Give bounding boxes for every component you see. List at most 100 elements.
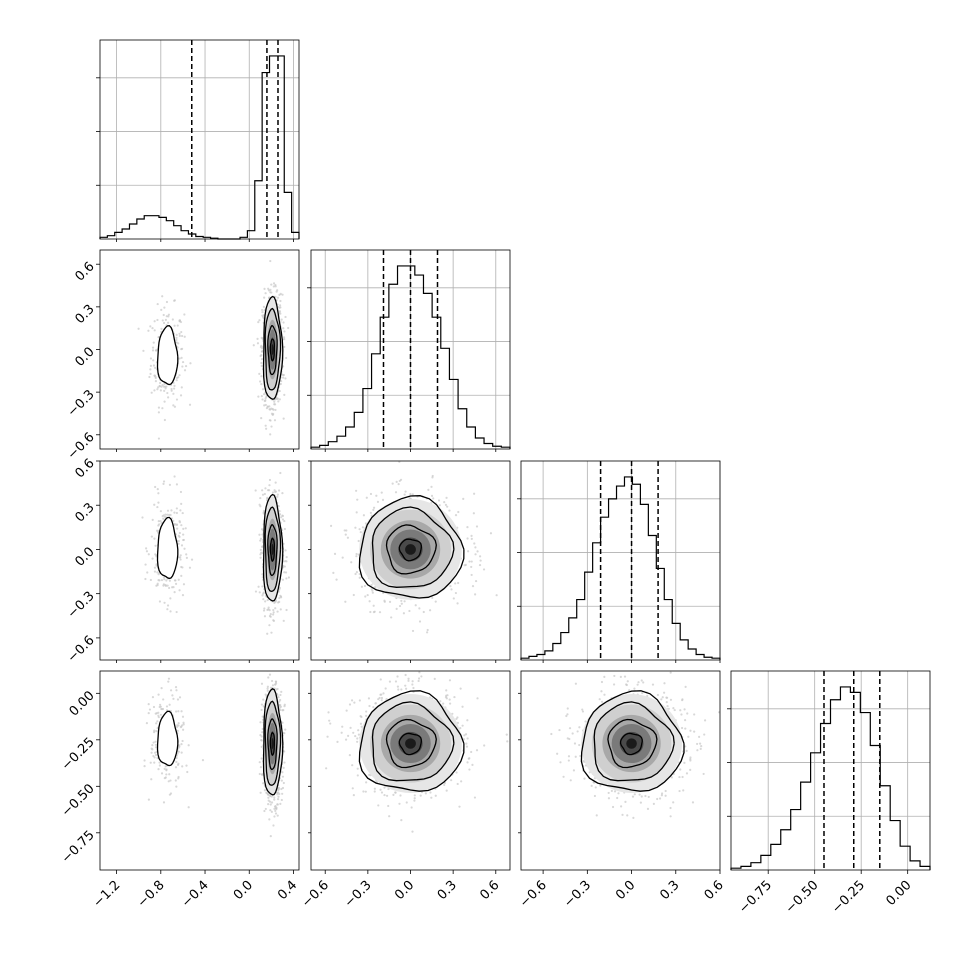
scatter-point xyxy=(350,699,354,702)
scatter-point xyxy=(267,799,270,802)
scatter-point xyxy=(403,493,406,496)
scatter-point xyxy=(154,753,158,757)
scatter-point xyxy=(163,418,166,422)
density-level-5 xyxy=(271,543,274,556)
scatter-point xyxy=(260,682,264,685)
scatter-point xyxy=(150,751,153,754)
scatter-point xyxy=(284,377,287,380)
scatter-point xyxy=(446,694,449,697)
scatter-point xyxy=(149,357,153,360)
scatter-point xyxy=(175,760,178,764)
scatter-point xyxy=(357,733,361,736)
scatter-point xyxy=(173,511,176,514)
scatter-point xyxy=(158,764,161,767)
scatter-point xyxy=(446,505,449,508)
scatter-point xyxy=(182,583,186,586)
scatter-point xyxy=(427,488,430,491)
scatter-point xyxy=(474,553,477,556)
scatter-point xyxy=(470,537,473,540)
scatter-point xyxy=(156,488,159,491)
density-level-5 xyxy=(405,544,416,555)
scatter-point xyxy=(146,571,149,574)
scatter-point xyxy=(394,680,398,683)
scatter-point xyxy=(263,492,266,496)
scatter-point xyxy=(153,537,156,540)
scatter-point xyxy=(467,550,470,553)
scatter-point xyxy=(443,500,446,504)
scatter-point xyxy=(154,485,157,489)
scatter-point xyxy=(178,745,181,748)
scatter-point xyxy=(147,553,150,556)
scatter-point xyxy=(282,417,285,420)
scatter-point xyxy=(154,712,157,715)
contour-line xyxy=(262,295,284,400)
scatter-point xyxy=(169,792,173,795)
scatter-point xyxy=(271,684,275,687)
scatter-point xyxy=(172,392,175,395)
scatter-point xyxy=(272,824,275,827)
scatter-point xyxy=(261,493,265,496)
scatter-point xyxy=(466,526,469,529)
scatter-point xyxy=(264,424,267,427)
scatter-point xyxy=(408,609,411,613)
scatter-point xyxy=(169,779,172,782)
scatter-point xyxy=(156,505,159,509)
scatter-point xyxy=(369,492,373,496)
scatter-point xyxy=(474,579,478,583)
scatter-point xyxy=(278,700,281,703)
scatter-point xyxy=(157,492,160,495)
hist-panel-0 xyxy=(96,39,300,240)
scatter-point xyxy=(180,743,183,746)
scatter-point xyxy=(259,548,262,552)
scatter-point xyxy=(269,433,272,436)
scatter-point xyxy=(163,515,167,518)
scatter-point xyxy=(176,729,179,733)
scatter-point xyxy=(175,336,178,339)
scatter-point xyxy=(468,768,471,771)
scatter-point xyxy=(279,382,282,386)
scatter-point xyxy=(183,335,186,338)
contour-line xyxy=(156,710,179,767)
scatter-point xyxy=(268,478,272,482)
scatter-point xyxy=(178,589,181,592)
scatter-point xyxy=(279,471,282,475)
scatter-point xyxy=(434,794,437,797)
scatter-point xyxy=(282,619,285,622)
scatter-point xyxy=(284,549,287,552)
scatter-point xyxy=(282,766,285,769)
scatter-point xyxy=(267,608,270,611)
scatter-point xyxy=(144,577,147,581)
scatter-point xyxy=(468,560,471,563)
scatter-point xyxy=(148,375,151,379)
scatter-point xyxy=(285,577,288,580)
scatter-point xyxy=(459,687,462,690)
scatter-point xyxy=(155,554,158,557)
scatter-point xyxy=(478,563,482,567)
scatter-point xyxy=(276,798,280,801)
scatter-point xyxy=(413,797,416,800)
scatter-point xyxy=(145,550,149,553)
scatter-point xyxy=(183,547,186,550)
scatter-point xyxy=(404,684,407,687)
scatter-point xyxy=(431,474,434,478)
scatter-point xyxy=(273,490,277,493)
scatter-point xyxy=(372,611,376,614)
scatter-point xyxy=(164,513,167,516)
scatter-point xyxy=(457,510,460,514)
scatter-point xyxy=(260,383,263,386)
scatter-point xyxy=(261,533,264,536)
scatter-point xyxy=(395,480,398,483)
scatter-point xyxy=(165,579,168,582)
scatter-point xyxy=(157,501,160,504)
scatter-point xyxy=(267,676,270,679)
density-level-5 xyxy=(271,737,274,750)
scatter-point xyxy=(179,394,183,397)
scatter-point xyxy=(431,596,434,599)
scatter-point xyxy=(261,731,264,734)
scatter-point xyxy=(259,496,262,500)
scatter-point xyxy=(259,791,262,794)
scatter-panel-3-0 xyxy=(99,670,300,871)
scatter-point xyxy=(363,584,367,588)
scatter-point xyxy=(287,326,290,330)
scatter-point xyxy=(266,598,269,602)
